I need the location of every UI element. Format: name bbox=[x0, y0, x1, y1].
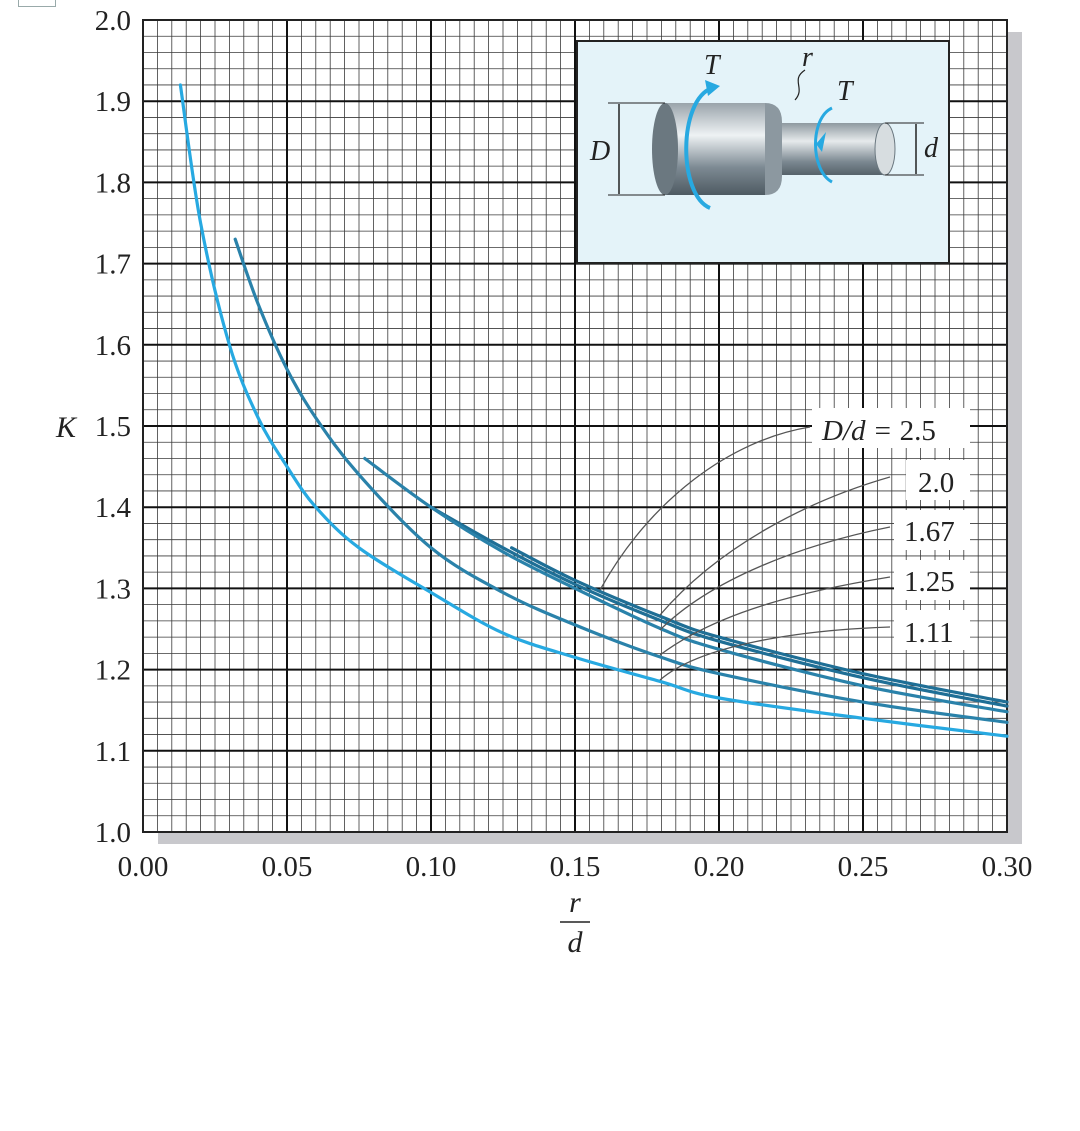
legend-leader-1-67 bbox=[659, 526, 891, 631]
legend-bg-2-0 bbox=[906, 460, 970, 500]
legend-label-2-5: D/d = 2.5 bbox=[821, 415, 936, 447]
legend-label-1-25: 1.25 bbox=[904, 566, 955, 598]
legend-leader-2-5 bbox=[599, 426, 811, 591]
inset-label-D: D bbox=[589, 136, 610, 167]
inset-illustration: D d r T T bbox=[576, 40, 950, 264]
series-line-2-5 bbox=[510, 546, 1009, 704]
x-tick-labels: 0.00 0.05 0.10 0.15 0.20 0.25 0.30 bbox=[118, 851, 1033, 883]
inset-torque-arrowhead-left bbox=[705, 80, 720, 96]
x-tick-label: 0.15 bbox=[550, 851, 601, 883]
x-tick-label: 0.20 bbox=[694, 851, 745, 883]
y-tick-label: 1.9 bbox=[95, 86, 131, 118]
y-tick-label: 1.2 bbox=[95, 655, 131, 687]
x-axis-label-denominator: d bbox=[568, 926, 584, 959]
inset-small-shaft bbox=[782, 123, 885, 175]
legend-label-1-11: 1.11 bbox=[904, 617, 954, 649]
legend-leader-1-11 bbox=[659, 626, 891, 681]
inset-torque-arrow-left bbox=[684, 86, 713, 210]
y-tick-label: 1.1 bbox=[95, 736, 131, 768]
inset-large-shaft bbox=[665, 103, 765, 195]
y-tick-label: 1.4 bbox=[95, 492, 132, 524]
x-tick-label: 0.25 bbox=[838, 851, 889, 883]
x-tick-label: 0.30 bbox=[982, 851, 1033, 883]
legend-bg-1-25 bbox=[894, 560, 970, 600]
x-axis-label-numerator: r bbox=[569, 886, 581, 919]
y-tick-label: 1.5 bbox=[95, 411, 131, 443]
y-axis-label: K bbox=[55, 411, 78, 444]
inset-small-shaft-end bbox=[874, 122, 896, 176]
inset-fillet bbox=[765, 103, 782, 195]
inset-label-r: r bbox=[802, 42, 813, 73]
series-line-1-67 bbox=[363, 456, 1009, 714]
inset-label-T-right: T bbox=[837, 76, 855, 107]
corner-mark bbox=[18, 0, 56, 7]
y-tick-labels: 1.0 1.1 1.2 1.3 1.4 1.5 1.6 1.7 1.8 1.9 2.0 bbox=[95, 5, 132, 849]
inset-torque-arrow-right bbox=[814, 106, 833, 184]
legend: D/d = 2.5 2.0 1.67 1.25 1.11 bbox=[599, 408, 970, 681]
inset-r-leader bbox=[794, 69, 806, 101]
series-lines bbox=[178, 83, 1009, 738]
legend-leader-1-25 bbox=[659, 576, 891, 656]
legend-bg-2-5 bbox=[812, 408, 970, 448]
y-tick-label: 1.0 bbox=[95, 817, 131, 849]
inset-label-T-left: T bbox=[704, 50, 722, 81]
x-tick-label: 0.05 bbox=[262, 851, 313, 883]
x-tick-label: 0.10 bbox=[406, 851, 457, 883]
y-tick-label: 1.7 bbox=[95, 249, 131, 281]
inset-large-shaft-end bbox=[652, 103, 678, 195]
inset-label-d: d bbox=[924, 133, 939, 164]
y-tick-label: 1.3 bbox=[95, 573, 131, 605]
legend-bg-1-11 bbox=[894, 610, 970, 650]
legend-leader-2-0 bbox=[659, 476, 891, 616]
legend-label-2-0: 2.0 bbox=[918, 467, 954, 499]
legend-label-1-67: 1.67 bbox=[904, 516, 955, 548]
series-line-1-11 bbox=[178, 83, 1009, 738]
plot-frame bbox=[142, 19, 1008, 833]
series-line-1-25 bbox=[233, 237, 1009, 724]
series-line-2-0 bbox=[429, 505, 1009, 708]
x-tick-label: 0.00 bbox=[118, 851, 169, 883]
y-tick-label: 1.6 bbox=[95, 330, 131, 362]
y-tick-label: 1.8 bbox=[95, 167, 131, 199]
inset-torque-arrowhead-right bbox=[816, 132, 826, 152]
legend-bg-1-67 bbox=[894, 510, 970, 550]
y-tick-label: 2.0 bbox=[95, 5, 131, 37]
